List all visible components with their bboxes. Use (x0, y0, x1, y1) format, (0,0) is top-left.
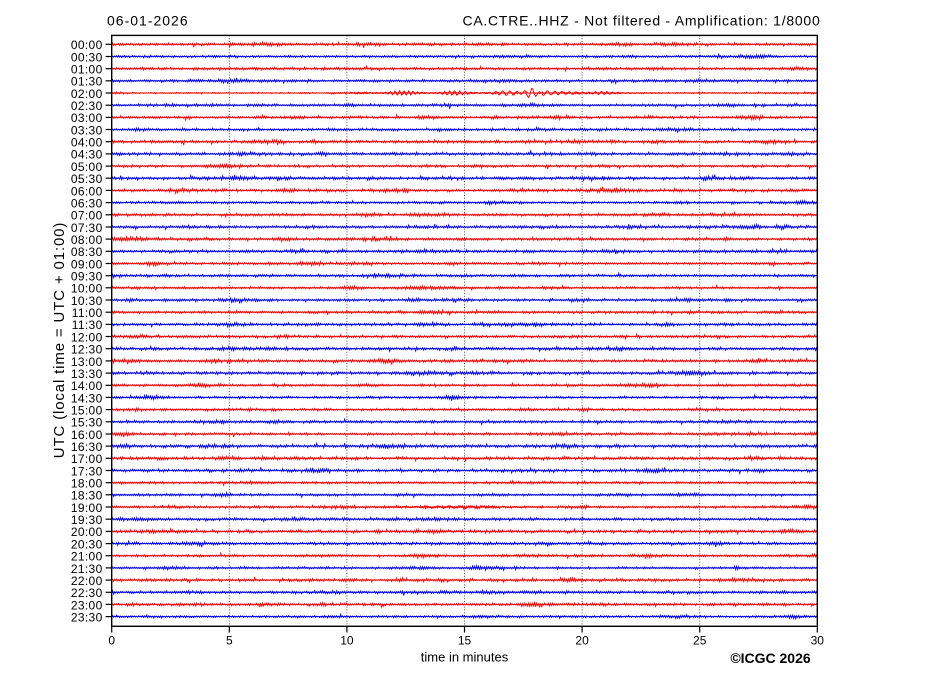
svg-text:03:30: 03:30 (71, 123, 103, 137)
svg-text:08:00: 08:00 (71, 233, 103, 247)
svg-text:0: 0 (108, 634, 115, 648)
svg-text:00:30: 00:30 (71, 50, 103, 64)
svg-text:07:30: 07:30 (71, 221, 103, 235)
svg-text:CA.CTRE..HHZ - Not filtered -: CA.CTRE..HHZ - Not filtered - Amplificat… (462, 12, 820, 28)
svg-text:13:30: 13:30 (71, 367, 103, 381)
svg-text:19:00: 19:00 (71, 501, 103, 515)
svg-text:21:30: 21:30 (71, 562, 103, 576)
svg-text:12:30: 12:30 (71, 343, 103, 357)
svg-text:06:30: 06:30 (71, 197, 103, 211)
svg-text:11:30: 11:30 (72, 318, 103, 332)
svg-text:22:30: 22:30 (71, 586, 103, 600)
svg-text:©ICGC 2026: ©ICGC 2026 (730, 650, 811, 666)
svg-text:10:00: 10:00 (71, 282, 103, 296)
svg-text:05:30: 05:30 (71, 172, 103, 186)
svg-text:25: 25 (693, 634, 707, 648)
svg-text:15:30: 15:30 (71, 416, 103, 430)
svg-text:08:30: 08:30 (71, 245, 103, 259)
svg-text:time in minutes: time in minutes (421, 650, 509, 665)
svg-text:30: 30 (811, 634, 825, 648)
svg-text:23:30: 23:30 (71, 611, 103, 625)
svg-text:02:30: 02:30 (71, 99, 103, 113)
svg-text:17:00: 17:00 (71, 452, 103, 466)
svg-text:14:30: 14:30 (71, 391, 103, 405)
svg-text:07:00: 07:00 (71, 209, 103, 223)
svg-text:20:00: 20:00 (71, 525, 103, 539)
svg-text:04:00: 04:00 (71, 136, 103, 150)
svg-text:13:00: 13:00 (71, 355, 103, 369)
svg-text:18:00: 18:00 (71, 477, 103, 491)
svg-text:UTC (local time = UTC + 01:00): UTC (local time = UTC + 01:00) (51, 222, 68, 458)
svg-text:10:30: 10:30 (71, 294, 103, 308)
svg-text:23:00: 23:00 (71, 598, 103, 612)
svg-text:21:00: 21:00 (71, 550, 103, 564)
svg-text:15:00: 15:00 (71, 404, 103, 418)
svg-text:17:30: 17:30 (71, 464, 103, 478)
svg-text:06-01-2026: 06-01-2026 (107, 12, 189, 28)
svg-text:5: 5 (226, 634, 233, 648)
svg-text:16:00: 16:00 (71, 428, 103, 442)
svg-text:02:00: 02:00 (71, 87, 103, 101)
svg-text:18:30: 18:30 (71, 489, 103, 503)
svg-text:11:00: 11:00 (72, 306, 103, 320)
svg-text:15: 15 (458, 634, 472, 648)
svg-text:06:00: 06:00 (71, 184, 103, 198)
svg-text:22:00: 22:00 (71, 574, 103, 588)
svg-text:09:30: 09:30 (71, 270, 103, 284)
svg-text:10: 10 (340, 634, 354, 648)
svg-text:09:00: 09:00 (71, 257, 103, 271)
svg-text:05:00: 05:00 (71, 160, 103, 174)
svg-text:04:30: 04:30 (71, 148, 103, 162)
svg-text:20: 20 (575, 634, 589, 648)
svg-text:01:00: 01:00 (71, 63, 103, 77)
svg-text:00:00: 00:00 (71, 38, 103, 52)
svg-text:03:00: 03:00 (71, 111, 103, 125)
svg-text:01:30: 01:30 (71, 75, 103, 89)
svg-text:20:30: 20:30 (71, 537, 103, 551)
svg-text:14:00: 14:00 (71, 379, 103, 393)
svg-text:12:00: 12:00 (71, 330, 103, 344)
svg-text:16:30: 16:30 (71, 440, 103, 454)
svg-text:19:30: 19:30 (71, 513, 103, 527)
